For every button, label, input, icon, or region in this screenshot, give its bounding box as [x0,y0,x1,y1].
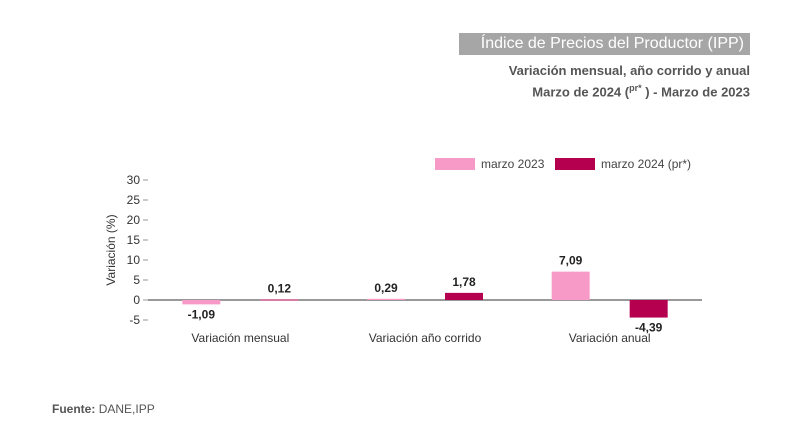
period-prefix: Marzo de 2024 ( [532,84,630,100]
bar-marzo-2023 [182,300,221,305]
source-value: DANE,IPP [98,402,155,416]
data-label: -1,09 [188,307,216,321]
legend-swatch [435,158,475,170]
data-label: 0,12 [268,282,292,296]
bar-marzo-2024 [260,299,299,301]
source-note: Fuente: DANE,IPP [52,402,155,416]
period-suffix: ) - Marzo de 2023 [641,84,750,100]
y-tick-label: -5 [129,313,140,327]
data-label: 7,09 [559,254,583,268]
data-label: -4,39 [635,321,663,335]
bar-marzo-2023 [551,271,590,300]
y-tick-label: 0 [133,293,140,307]
period-sup: pr* [629,83,642,93]
data-label: 0,29 [374,281,398,295]
legend-swatch [555,158,595,170]
legend-label: marzo 2024 (pr*) [601,157,691,171]
y-axis-title: Variación (%) [104,214,118,285]
chart-period: Marzo de 2024 (pr* ) - Marzo de 2023 [532,83,750,99]
category-label: Variación anual [569,331,651,345]
data-label: 1,78 [452,275,476,289]
y-tick-label: 25 [127,193,141,207]
y-tick-label: 30 [127,173,141,187]
y-tick-label: 15 [127,233,141,247]
legend-label: marzo 2023 [481,157,545,171]
category-label: Variación año corrido [369,331,482,345]
bar-marzo-2024 [445,292,483,300]
y-tick-label: 10 [127,253,141,267]
chart-title: Índice de Precios del Productor (IPP) [458,33,750,55]
y-tick-label: 20 [127,213,141,227]
chart-subtitle: Variación mensual, año corrido y anual [508,63,750,78]
bar-marzo-2023 [367,298,405,300]
bar-marzo-2024 [629,300,668,318]
category-label: Variación mensual [191,331,289,345]
source-label: Fuente: [52,402,96,416]
y-tick-label: 5 [133,273,140,287]
